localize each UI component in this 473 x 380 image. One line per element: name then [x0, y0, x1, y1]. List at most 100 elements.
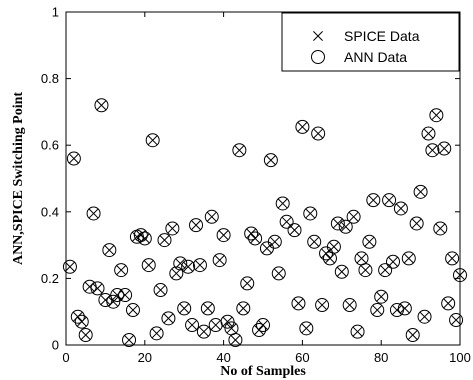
spice-data-point [179, 303, 190, 314]
ann-data-point [94, 98, 109, 113]
spice-data-point [368, 195, 379, 206]
y-tick-label: 0 [52, 338, 59, 353]
ann-data-point [161, 311, 176, 326]
ann-data-point [248, 231, 263, 246]
ann-data-point [295, 119, 310, 134]
spice-data-point [356, 253, 367, 264]
ann-data-point [106, 294, 121, 309]
legend-entry-ann: ANN Data [344, 49, 407, 65]
ann-data-point [299, 321, 314, 336]
x-tick-label: 20 [138, 350, 152, 365]
spice-data-point [64, 261, 75, 272]
spice-data-point [120, 290, 131, 301]
spice-data-point [234, 145, 245, 156]
spice-data-point [344, 300, 355, 310]
spice-data-point [195, 260, 205, 271]
spice-data-point [151, 328, 162, 339]
y-tick-label: 0.4 [41, 204, 59, 219]
spice-data-point [360, 265, 371, 276]
spice-data-point [238, 303, 249, 314]
ann-data-point [311, 126, 326, 141]
ann-data-point [346, 209, 361, 224]
spice-data-point [403, 253, 414, 264]
ann-data-point [374, 289, 389, 304]
ann-data-point [110, 288, 125, 303]
ann-data-point [149, 326, 164, 341]
ann-data-point [441, 296, 456, 311]
spice-data-point [202, 303, 213, 314]
ann-data-point [330, 216, 345, 231]
ann-data-point [421, 126, 436, 141]
x-tick-label: 40 [216, 350, 230, 365]
y-axis-title: ANN,SPICE Switching Point [11, 92, 26, 265]
ann-data-point [204, 209, 219, 224]
ann-data-point [86, 206, 101, 221]
spice-data-point [447, 253, 458, 264]
ann-data-point [358, 263, 373, 278]
ann-data-point [401, 251, 416, 266]
spice-data-point [297, 121, 308, 132]
ann-data-point [200, 301, 215, 316]
spice-data-point [218, 230, 229, 241]
spice-data-point [443, 298, 454, 309]
y-tick-label: 0.8 [41, 71, 59, 86]
legend-x-marker [313, 31, 323, 41]
spice-data-point [309, 236, 320, 247]
y-tick-label: 0.2 [41, 271, 59, 286]
ann-data-point [244, 226, 259, 241]
ann-data-point [165, 221, 180, 236]
plot-marks [62, 49, 467, 348]
ann-data-point [137, 231, 152, 246]
legend-box [281, 12, 460, 72]
spice-data-point [427, 145, 438, 156]
ann-data-point [334, 264, 349, 279]
spice-data-point [147, 135, 158, 146]
spice-data-point [187, 320, 198, 330]
ann-data-point [228, 333, 243, 348]
ann-data-point [326, 239, 341, 254]
spice-data-point [313, 128, 324, 139]
spice-data-point [435, 223, 446, 234]
spice-data-point [439, 143, 450, 154]
ann-data-point [74, 314, 89, 329]
spice-data-point [155, 285, 166, 296]
ann-data-point [185, 318, 200, 333]
spice-data-point [281, 216, 292, 227]
spice-data-point [423, 128, 434, 139]
ann-data-point [232, 143, 247, 158]
ann-data-point [433, 221, 448, 236]
ann-data-point [449, 313, 464, 328]
ann-data-point [370, 303, 385, 318]
ann-data-point [102, 243, 117, 258]
ann-data-point [118, 288, 133, 303]
y-tick-label: 0.6 [41, 138, 59, 153]
spice-data-point [112, 290, 123, 301]
spice-data-point [332, 218, 343, 229]
spice-data-point [222, 316, 233, 327]
spice-data-point [293, 298, 304, 309]
ann-data-point [157, 233, 172, 248]
spice-data-point [206, 211, 217, 222]
ann-data-point [90, 281, 105, 296]
spice-data-point [265, 155, 276, 166]
spice-data-point [301, 323, 312, 334]
spice-data-point [388, 256, 398, 267]
ann-data-point [78, 328, 93, 343]
y-tick-label: 1 [52, 5, 59, 20]
spice-data-point [348, 211, 359, 222]
ann-data-point [82, 279, 97, 294]
spice-data-point [411, 218, 422, 229]
ann-data-point [196, 324, 211, 339]
ann-data-point [220, 314, 235, 329]
ann-data-point [275, 196, 290, 211]
spice-data-point [124, 335, 134, 345]
spice-data-point [380, 265, 391, 276]
spice-data-point [273, 268, 284, 279]
spice-data-point [214, 255, 225, 266]
ann-data-point [133, 228, 148, 243]
legend-marker-circle-icon [311, 50, 325, 64]
ann-data-point [189, 218, 204, 233]
spice-data-point [364, 236, 375, 247]
spice-data-point [68, 153, 79, 164]
